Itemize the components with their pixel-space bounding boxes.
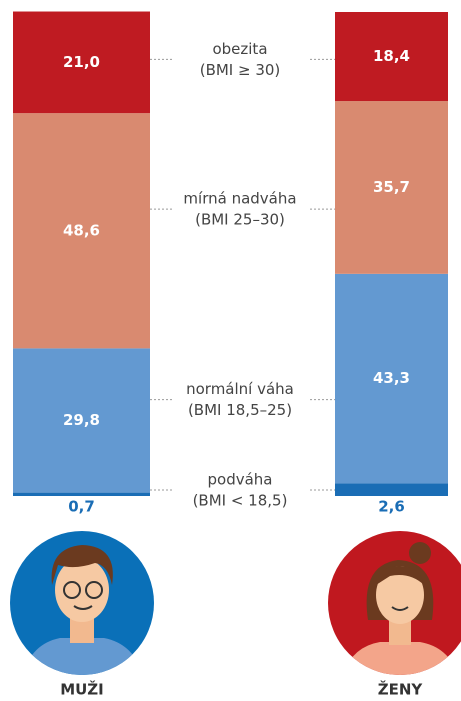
bar-segment — [335, 483, 448, 496]
series-name: normální váha — [186, 380, 294, 398]
series-range: (BMI 25–30) — [195, 211, 285, 229]
bar-segment — [335, 273, 448, 484]
series-name: obezita — [212, 40, 267, 58]
avatar-men — [10, 531, 154, 675]
avatar-women — [328, 531, 461, 675]
series-range: (BMI ≥ 30) — [200, 61, 281, 79]
label-bg — [172, 468, 308, 512]
label-bg — [172, 37, 308, 82]
series-range: (BMI < 18,5) — [193, 492, 288, 510]
bar-segment — [335, 12, 448, 102]
value-label: 21,0 — [63, 53, 100, 71]
value-label: 48,6 — [63, 221, 100, 239]
bar-segment — [335, 101, 448, 274]
label-bg — [172, 187, 308, 232]
value-label: 29,8 — [63, 411, 100, 429]
series-name: mírná nadváha — [183, 190, 296, 208]
bar-segment — [13, 113, 150, 349]
value-label: 43,3 — [373, 369, 410, 387]
value-label: 35,7 — [373, 178, 410, 196]
bar-segment — [13, 348, 150, 493]
category-label: MUŽI — [60, 680, 104, 699]
category-label: ŽENY — [378, 680, 424, 699]
series-name: podváha — [208, 471, 273, 489]
series-range: (BMI 18,5–25) — [188, 401, 292, 419]
value-label: 2,6 — [378, 498, 405, 516]
value-label: 18,4 — [373, 47, 410, 65]
bar-segment — [13, 492, 150, 496]
bar-segment — [13, 11, 150, 114]
label-bg — [172, 377, 308, 422]
value-label: 0,7 — [68, 498, 95, 516]
